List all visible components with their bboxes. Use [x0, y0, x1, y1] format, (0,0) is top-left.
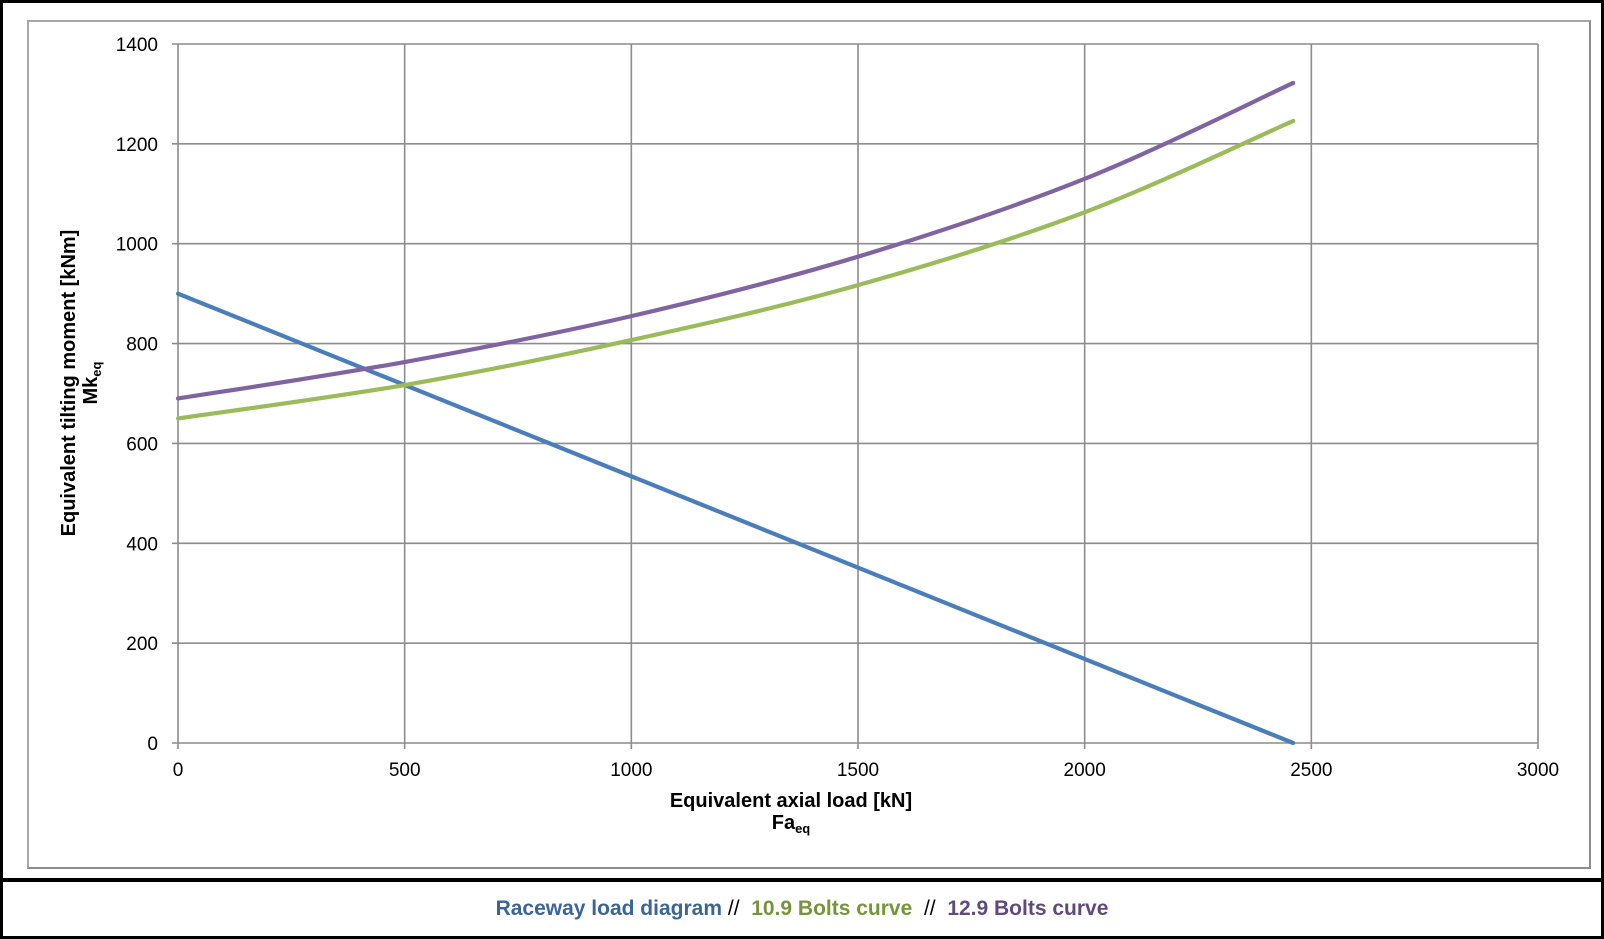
- x-tick-label: 500: [389, 760, 421, 781]
- y-tick-label: 200: [126, 634, 158, 655]
- y-tick-label: 1000: [116, 235, 158, 256]
- x-tick-label: 1000: [610, 760, 652, 781]
- legend: Raceway load diagram // 10.9 Bolts curve…: [3, 882, 1601, 936]
- y-axis-symbol-sub: eq: [89, 361, 104, 376]
- axis-titles: Equivalent axial load [kN] Faeq Equivale…: [58, 230, 912, 836]
- y-tick-label: 0: [147, 734, 158, 755]
- x-axis-symbol: Faeq: [772, 812, 811, 836]
- y-tick-label: 600: [126, 434, 158, 455]
- series-line-0: [175, 291, 1296, 746]
- x-tick-label: 0: [173, 760, 184, 781]
- x-axis-title: Equivalent axial load [kN]: [670, 790, 912, 812]
- x-tick-label: 1500: [837, 760, 879, 781]
- y-axis-symbol-main: Mk: [80, 376, 102, 405]
- legend-separator-text: //: [923, 897, 936, 920]
- legend-entry-raceway: Raceway load diagram: [495, 897, 723, 920]
- y-tick-label: 1400: [116, 35, 158, 56]
- legend-separator: //: [722, 897, 751, 921]
- x-tick-label: 2500: [1290, 760, 1332, 781]
- y-tick-label: 1200: [116, 135, 158, 156]
- legend-divider: [3, 878, 1601, 882]
- x-tick-label: 3000: [1517, 760, 1559, 781]
- x-tick-label: 2000: [1064, 760, 1106, 781]
- x-axis-symbol-main: Fa: [772, 812, 796, 834]
- y-axis-symbol: Mkeq: [80, 361, 104, 404]
- series-lines: [175, 80, 1296, 746]
- legend-separator: //: [912, 897, 947, 921]
- gridlines: [172, 43, 1539, 749]
- tick-labels: 0 200 400 600 800 1000 1200 1400 0 500 1000 1500 200…: [116, 35, 1559, 781]
- series-line-1: [175, 118, 1296, 421]
- chart-area-frame: [27, 20, 1591, 869]
- series-line-2: [175, 80, 1296, 401]
- legend-entry-12-9-bolts: 12.9 Bolts curve: [947, 897, 1109, 920]
- y-tick-label: 800: [126, 335, 158, 356]
- x-axis-symbol-sub: eq: [795, 821, 810, 836]
- legend-separator-text: //: [727, 897, 740, 920]
- legend-entry-10-9-bolts: 10.9 Bolts curve: [751, 897, 913, 920]
- y-tick-label: 400: [126, 534, 158, 555]
- y-axis-title: Equivalent tilting moment [kNm]: [58, 230, 80, 537]
